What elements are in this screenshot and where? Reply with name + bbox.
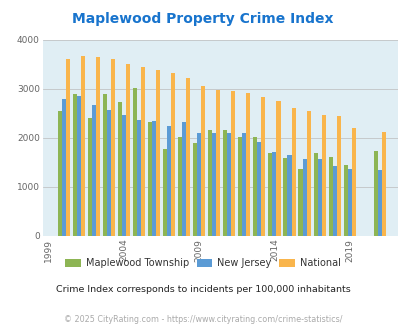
Text: Maplewood Property Crime Index: Maplewood Property Crime Index [72, 12, 333, 25]
Bar [332, 166, 336, 236]
Bar [156, 70, 160, 236]
Bar [291, 108, 295, 236]
Bar [343, 165, 347, 236]
Bar [151, 121, 156, 236]
Bar [58, 111, 62, 236]
Bar [208, 130, 212, 236]
Bar [283, 158, 287, 236]
Bar [313, 153, 317, 236]
Bar [351, 128, 355, 236]
Bar [212, 133, 216, 236]
Bar [66, 59, 70, 236]
Bar [272, 151, 276, 236]
Bar [81, 56, 85, 236]
Bar [201, 86, 205, 236]
Bar [377, 170, 381, 236]
Bar [136, 120, 141, 236]
Bar [122, 115, 126, 236]
Bar [373, 151, 377, 236]
Bar [111, 59, 115, 236]
Bar [302, 159, 306, 236]
Bar [126, 64, 130, 236]
Bar [268, 152, 272, 236]
Bar [197, 133, 201, 236]
Text: Crime Index corresponds to incidents per 100,000 inhabitants: Crime Index corresponds to incidents per… [55, 285, 350, 294]
Bar [336, 116, 340, 236]
Bar [102, 94, 107, 236]
Bar [178, 137, 182, 236]
Bar [132, 88, 136, 236]
Bar [77, 96, 81, 236]
Bar [193, 143, 197, 236]
Bar [317, 159, 321, 236]
Bar [328, 157, 332, 236]
Bar [72, 94, 77, 236]
Bar [242, 133, 246, 236]
Bar [141, 67, 145, 236]
Bar [223, 130, 227, 236]
Bar [246, 93, 250, 236]
Bar [182, 122, 186, 236]
Bar [96, 57, 100, 236]
Bar [227, 133, 231, 236]
Bar [186, 79, 190, 236]
Bar [306, 111, 310, 236]
Bar [253, 137, 257, 236]
Bar [216, 90, 220, 236]
Bar [287, 155, 291, 236]
Bar [62, 99, 66, 236]
Bar [261, 97, 265, 236]
Bar [381, 132, 385, 236]
Bar [166, 126, 171, 236]
Legend: Maplewood Township, New Jersey, National: Maplewood Township, New Jersey, National [62, 254, 343, 272]
Bar [321, 115, 325, 236]
Bar [231, 91, 235, 236]
Bar [298, 169, 302, 236]
Bar [92, 105, 96, 236]
Bar [87, 118, 92, 236]
Bar [117, 102, 121, 236]
Bar [347, 169, 351, 236]
Bar [257, 142, 261, 236]
Bar [162, 148, 166, 236]
Text: © 2025 CityRating.com - https://www.cityrating.com/crime-statistics/: © 2025 CityRating.com - https://www.city… [64, 315, 341, 324]
Bar [238, 137, 242, 236]
Bar [171, 73, 175, 236]
Bar [107, 110, 111, 236]
Bar [147, 122, 151, 236]
Bar [276, 101, 280, 236]
